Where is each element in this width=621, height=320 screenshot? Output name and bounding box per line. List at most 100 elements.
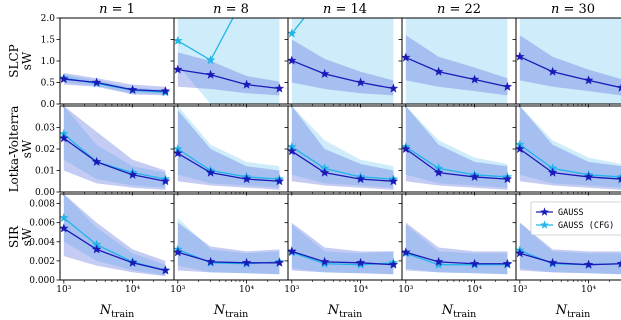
row-label: SLCP [7,44,21,77]
line-gauss [177,68,280,90]
band-gauss-cfg [405,18,508,104]
band-gauss [291,39,394,96]
point-gauss [241,79,252,89]
point-gauss [91,156,102,166]
band-gauss [519,106,621,190]
x-tick-label: 10⁴ [353,285,368,295]
line-gauss-cfg [63,133,166,180]
panel-slcp-n22 [402,18,513,104]
y-tick-label: 0.03 [35,124,55,134]
point-gauss [288,146,297,156]
point-gauss [355,174,366,184]
x-tick-label: 10⁴ [125,285,140,295]
band-gauss [177,110,280,190]
band-gauss-cfg [291,18,394,104]
band-gauss [177,222,280,275]
panel-slcp-n14 [288,18,399,104]
point-gauss [616,175,621,184]
panel-lotka-volterra-n30 [516,106,621,190]
point-gauss [402,52,411,62]
column-title: n = 30 [551,2,595,17]
column-title: n = 22 [437,2,481,17]
row-label: SIR [7,225,21,248]
y-tick-label: 0.5 [41,79,56,89]
band-gauss [291,222,394,275]
panel-sir-n8 [174,217,285,275]
x-tick-label: 10³ [170,285,185,295]
line-gauss [291,59,394,90]
line-gauss [291,150,394,182]
band-gauss [63,106,166,190]
y-tick-label: 0.00 [35,188,55,198]
row-ylabel: sW [20,227,34,246]
point-gauss [127,84,138,94]
point-gauss [469,258,480,268]
line-gauss [177,152,280,182]
y-tick-label: 0.0 [41,100,56,110]
x-tick-label: 10⁴ [239,285,254,295]
legend-label: GAUSS (CFG) [558,221,614,231]
point-gauss [402,247,411,257]
x-tick-label: 10³ [512,285,527,295]
x-axis-label: Ntrain [441,303,477,320]
panel-slcp-n30 [516,18,621,104]
line-gauss-cfg [177,18,234,62]
row-label: Lotka-Volterra [7,106,21,193]
point-gauss [91,77,102,87]
point-gauss [388,176,399,186]
point-gauss [433,256,444,266]
point-gauss [355,77,366,87]
y-tick-label: 0.002 [29,257,55,267]
point-gauss [433,66,444,76]
point-gauss [91,244,102,254]
y-tick-label: 1.5 [41,36,56,46]
panel-frame [515,193,621,281]
legend-label: GAUSS [558,208,584,218]
column-title: n = 8 [213,2,249,17]
point-gauss [205,167,216,177]
band-gauss-cfg [63,106,166,188]
point-gauss [516,248,525,258]
panel-lotka-volterra-n8 [174,106,285,190]
x-axis-label: Ntrain [213,303,249,320]
y-tick-label: 0.006 [29,219,55,229]
point-gauss [319,167,330,177]
line-gauss [405,148,508,180]
y-tick-label: 2.0 [41,14,56,24]
point-gauss [547,167,558,177]
column-title: n = 14 [323,2,367,17]
y-tick-label: 0.01 [35,167,55,177]
band-gauss-cfg [177,106,280,188]
y-tick-label: 0.02 [35,145,55,155]
point-gauss [160,86,171,96]
point-gauss [274,83,285,93]
band-gauss [63,73,166,96]
line-gauss [405,56,508,88]
panel-lotka-volterra-n22 [402,106,513,190]
point-gauss [60,223,69,233]
x-axis-label: Ntrain [555,303,591,320]
row-ylabel: sW [20,139,34,158]
point-gauss [288,55,297,65]
point-gauss-cfg [174,35,183,45]
point-gauss [241,257,252,267]
line-gauss [63,78,166,92]
point-gauss-cfg [205,55,216,65]
point-gauss [583,259,594,269]
point-gauss [616,259,621,268]
panel-lotka-volterra-n14 [288,106,399,190]
band-gauss [405,35,508,96]
point-gauss [274,257,285,267]
point-gauss [174,148,183,158]
band-gauss [405,106,508,190]
x-tick-label: 10³ [56,285,71,295]
line-gauss [519,56,621,89]
point-gauss [516,143,525,154]
line-gauss [405,251,508,265]
x-tick-label: 10³ [284,285,299,295]
panel-slcp-n1 [60,73,171,97]
x-tick-label: 10³ [398,285,413,295]
band-gauss [63,194,166,277]
point-gauss [174,64,183,74]
